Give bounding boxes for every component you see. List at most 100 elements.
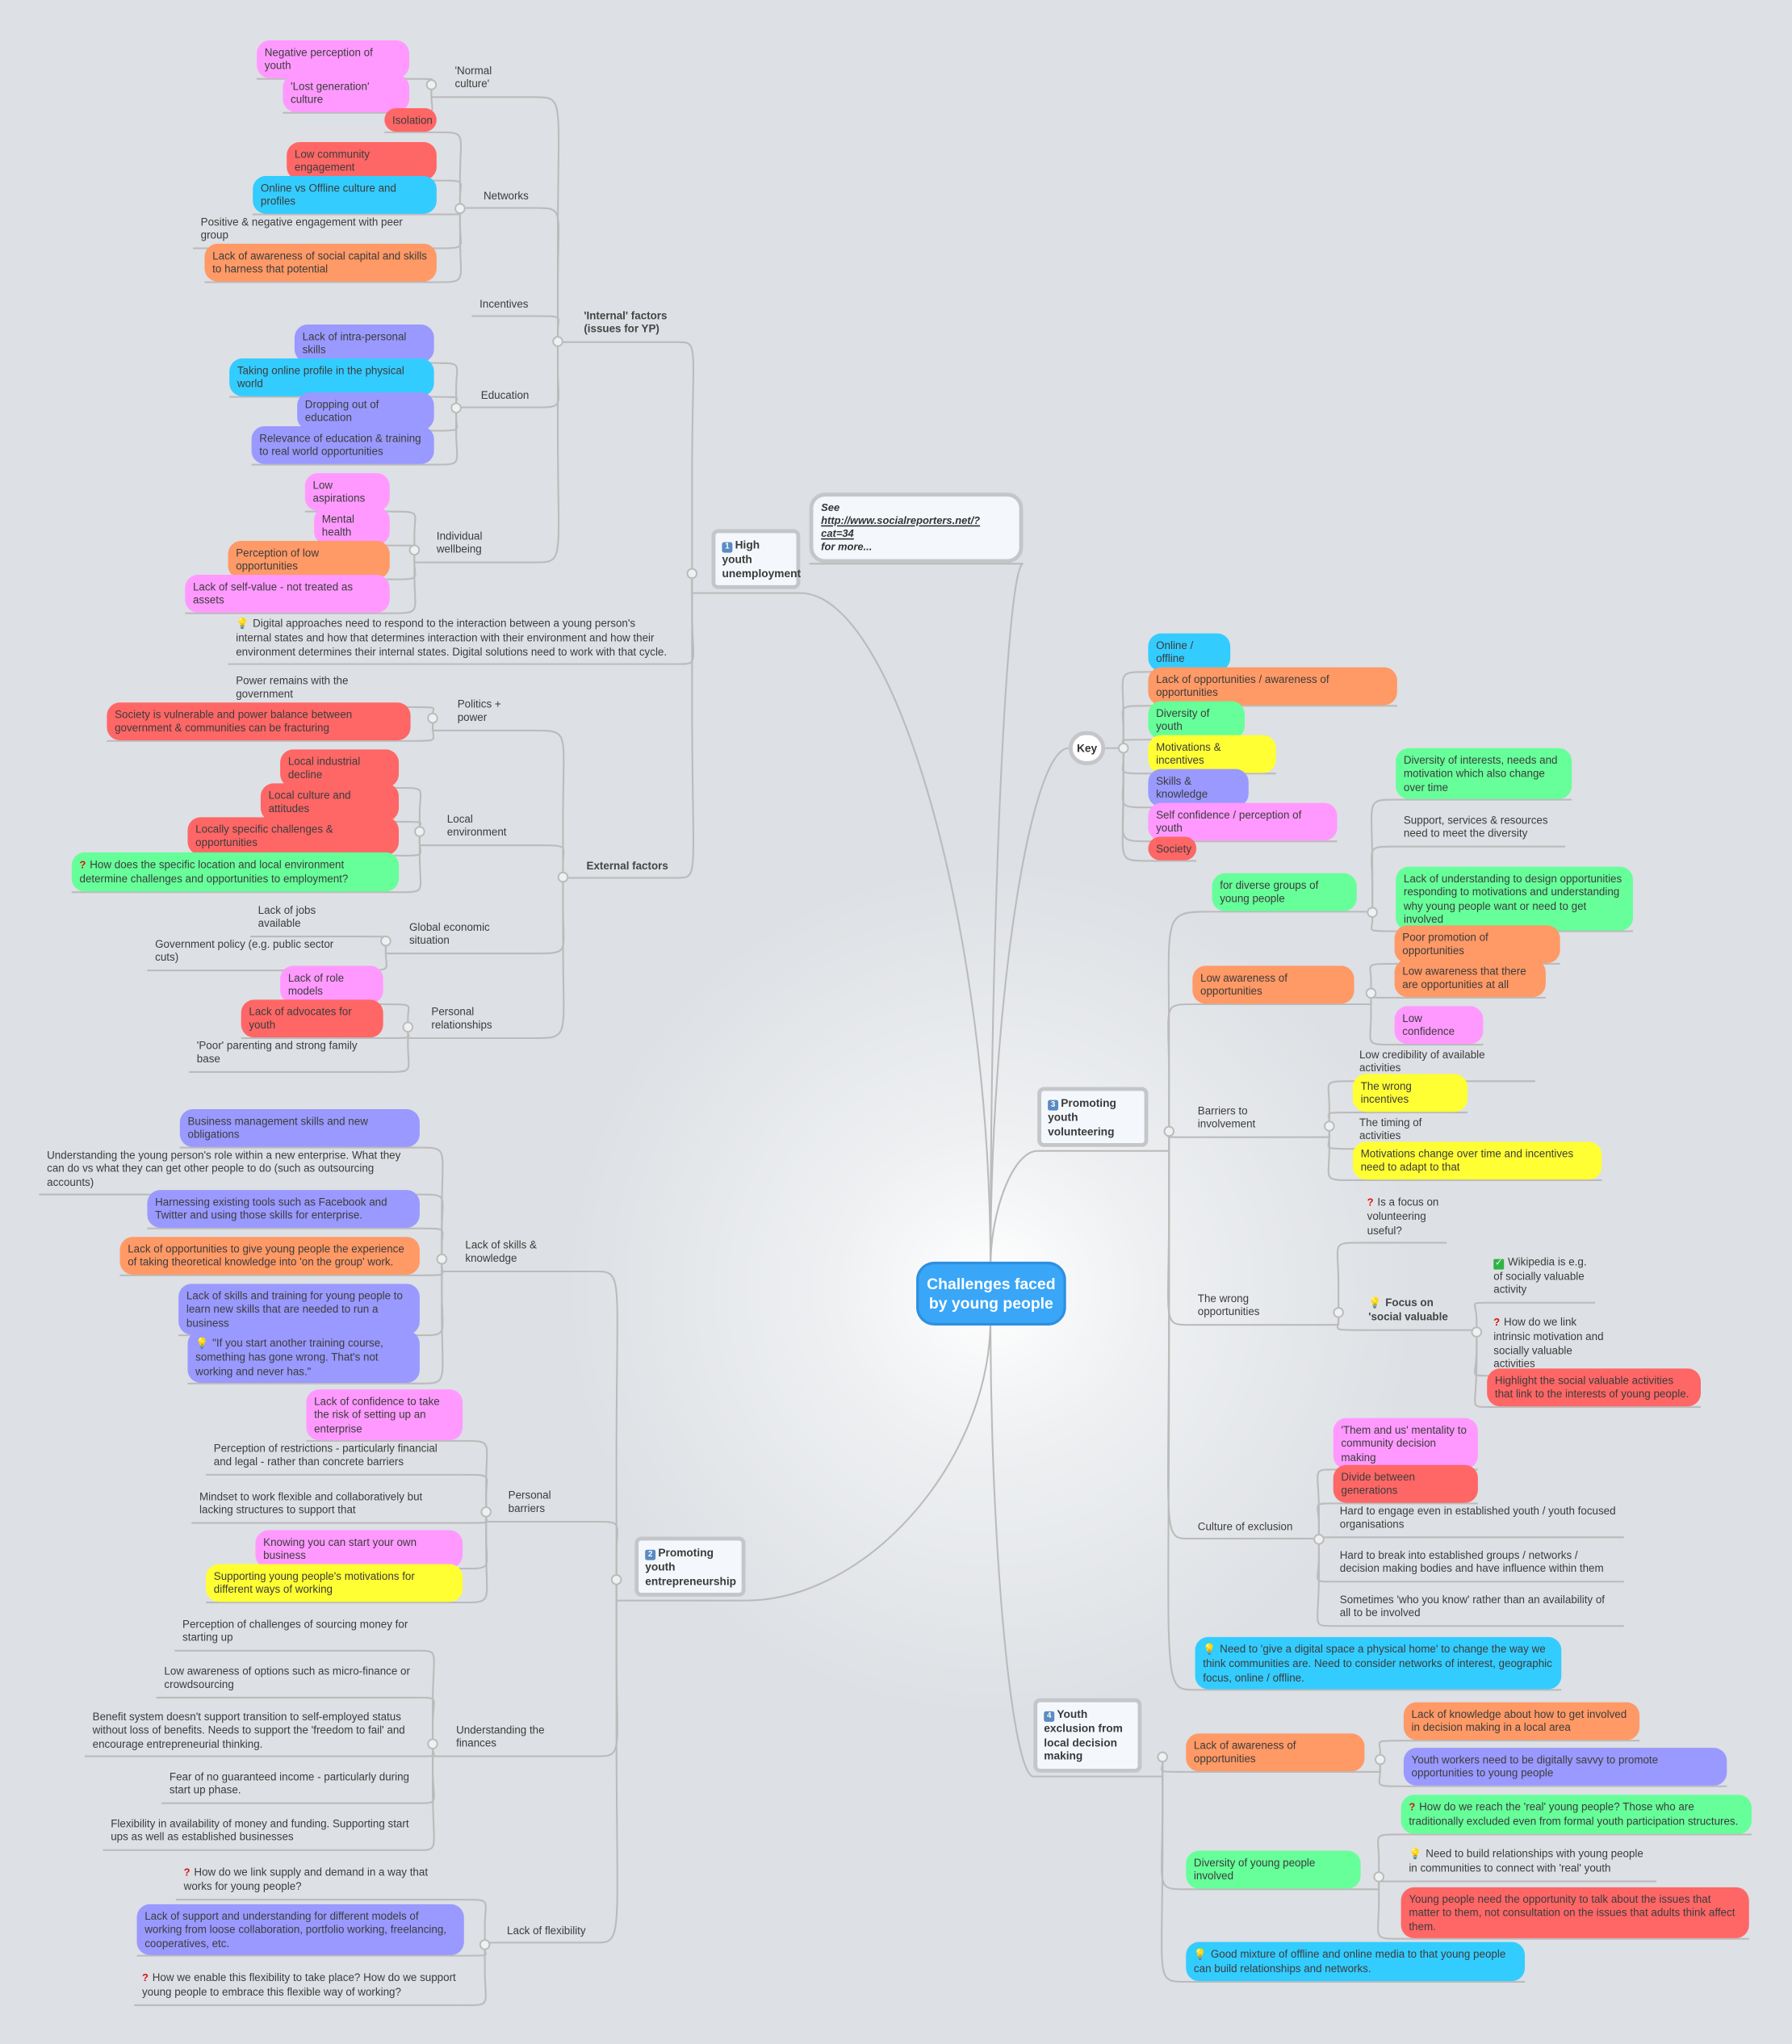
list-item[interactable]: Lack of intra-personal skills bbox=[294, 325, 434, 362]
collapse-toggle[interactable] bbox=[1117, 742, 1129, 754]
list-item[interactable]: Perception of low opportunities bbox=[228, 541, 390, 579]
list-item[interactable]: Sometimes 'who you know' rather than an … bbox=[1339, 1592, 1606, 1619]
collapse-toggle[interactable] bbox=[610, 1574, 622, 1585]
internal-factors[interactable]: 'Internal' factors (issues for YP) bbox=[584, 308, 668, 336]
key-item-self-confidence[interactable]: Self confidence / perception of youth bbox=[1148, 802, 1338, 840]
collapse-toggle[interactable] bbox=[454, 203, 466, 215]
list-item[interactable]: Knowing you can start your own business bbox=[255, 1530, 463, 1568]
list-item[interactable]: Locally specific challenges & opportunit… bbox=[187, 817, 400, 855]
list-item[interactable]: Negative perception of youth bbox=[257, 40, 409, 78]
list-item[interactable]: Power remains with the government bbox=[236, 673, 349, 701]
lack-of-awareness-of-opportunities[interactable]: Lack of awareness of opportunities bbox=[1186, 1733, 1365, 1771]
list-item[interactable]: Relevance of education & training to rea… bbox=[251, 425, 434, 464]
list-item[interactable]: Understanding the young person's role wi… bbox=[47, 1148, 401, 1188]
list-item[interactable]: Lack of confidence to take the risk of s… bbox=[306, 1389, 463, 1440]
list-item[interactable]: Positive & negative engagement with peer… bbox=[200, 215, 403, 242]
personal-relationships[interactable]: Personal relationships bbox=[431, 1004, 492, 1032]
individual-wellbeing[interactable]: Individual wellbeing bbox=[436, 529, 483, 556]
collapse-toggle[interactable] bbox=[686, 568, 698, 580]
list-item[interactable]: Flexibility in availability of money and… bbox=[111, 1816, 409, 1844]
list-item[interactable]: Hard to engage even in established youth… bbox=[1339, 1504, 1616, 1531]
list-item[interactable]: Lack of role models bbox=[280, 965, 383, 1003]
key-item-society[interactable]: Society bbox=[1148, 836, 1197, 861]
collapse-toggle[interactable] bbox=[414, 826, 425, 837]
incentives[interactable]: Incentives bbox=[479, 297, 529, 311]
key-item-motivations[interactable]: Motivations & incentives bbox=[1148, 735, 1276, 773]
list-item[interactable]: The timing of activities bbox=[1359, 1116, 1422, 1142]
list-item[interactable]: Benefit system doesn't support transitio… bbox=[92, 1710, 405, 1750]
list-item[interactable]: Low community engagement bbox=[287, 141, 437, 180]
lack-of-skills-knowledge[interactable]: Lack of skills & knowledge bbox=[465, 1238, 537, 1265]
normal-culture[interactable]: 'Normal culture' bbox=[454, 64, 492, 90]
list-item[interactable]: Diversity of interests, needs and motiva… bbox=[1396, 748, 1572, 799]
topic-promoting-youth-volunteering[interactable]: 3 Promoting youth volunteering bbox=[1037, 1087, 1149, 1147]
list-item[interactable]: Young people need the opportunity to tal… bbox=[1401, 1887, 1749, 1938]
list-item[interactable]: Low aspirations bbox=[304, 473, 390, 511]
collapse-toggle[interactable] bbox=[1373, 1871, 1384, 1883]
list-item[interactable]: ? How does the specific location and loca… bbox=[71, 852, 400, 891]
collapse-toggle[interactable] bbox=[1365, 987, 1377, 999]
good-mixture-media-note[interactable]: 💡 Good mixture of offline and online medi… bbox=[1186, 1941, 1526, 1981]
networks[interactable]: Networks bbox=[483, 189, 529, 203]
list-item[interactable]: Taking online profile in the physical wo… bbox=[229, 358, 434, 396]
collapse-toggle[interactable] bbox=[1157, 1751, 1168, 1763]
collapse-toggle[interactable] bbox=[427, 712, 438, 724]
list-item[interactable]: Harnessing existing tools such as Facebo… bbox=[147, 1190, 420, 1228]
the-wrong-opportunities[interactable]: The wrong opportunities bbox=[1197, 1292, 1260, 1318]
list-item[interactable]: Lack of self-value - not treated as asse… bbox=[185, 575, 390, 613]
diverse-groups[interactable]: for diverse groups of young people bbox=[1212, 873, 1357, 911]
list-item[interactable]: Isolation bbox=[384, 108, 437, 132]
central-topic[interactable]: Challenges faced by young people bbox=[916, 1261, 1066, 1326]
external-factors[interactable]: External factors bbox=[586, 858, 668, 873]
key-item-diversity[interactable]: Diversity of youth bbox=[1148, 701, 1245, 739]
list-item[interactable]: Lack of opportunities to give young peop… bbox=[119, 1237, 420, 1275]
list-item[interactable]: Lack of awareness of social capital and … bbox=[204, 243, 437, 282]
list-item[interactable]: 💡 "If you start another training course, … bbox=[187, 1330, 420, 1383]
list-item[interactable]: ✓ Wikipedia is e.g. of socially valuable … bbox=[1493, 1254, 1587, 1296]
collapse-toggle[interactable] bbox=[408, 544, 421, 556]
list-item[interactable]: Online vs Offline culture and profiles bbox=[253, 175, 437, 214]
collapse-toggle[interactable] bbox=[552, 336, 563, 347]
list-item[interactable]: Lack of support and understanding for di… bbox=[136, 1904, 464, 1955]
list-item[interactable]: Lack of knowledge about how to get invol… bbox=[1403, 1702, 1640, 1740]
local-environment[interactable]: Local environment bbox=[446, 811, 507, 839]
list-item[interactable]: Society is vulnerable and power balance … bbox=[107, 702, 411, 740]
list-item[interactable]: Local industrial decline bbox=[280, 749, 400, 787]
collapse-toggle[interactable] bbox=[425, 79, 438, 90]
list-item[interactable]: Supporting young people's motivations fo… bbox=[206, 1564, 463, 1602]
list-item[interactable]: 💡 Need to build relationships with young … bbox=[1409, 1846, 1643, 1875]
key-item-online-offline[interactable]: Online / offline bbox=[1148, 633, 1231, 671]
list-item[interactable]: Government policy (e.g. public sector cu… bbox=[155, 936, 334, 964]
list-item[interactable]: Low confidence bbox=[1394, 1006, 1484, 1044]
list-item[interactable]: Lack of understanding to design opportun… bbox=[1396, 866, 1634, 932]
collapse-toggle[interactable] bbox=[1333, 1307, 1344, 1318]
personal-barriers[interactable]: Personal barriers bbox=[508, 1488, 551, 1515]
list-item[interactable]: Poor promotion of opportunities bbox=[1394, 925, 1560, 963]
low-awareness-of-opportunities[interactable]: Low awareness of opportunities bbox=[1192, 965, 1354, 1003]
list-item[interactable]: Perception of challenges of sourcing mon… bbox=[182, 1617, 408, 1644]
list-item[interactable]: ? How do we link supply and demand in a w… bbox=[183, 1865, 429, 1893]
collapse-toggle[interactable] bbox=[1471, 1326, 1483, 1338]
list-item[interactable]: 'Poor' parenting and strong family base bbox=[196, 1038, 358, 1066]
list-item[interactable]: Highlight the social valuable activities… bbox=[1487, 1368, 1701, 1406]
list-item[interactable]: Low awareness of options such as micro-f… bbox=[164, 1664, 410, 1691]
key-item-skills[interactable]: Skills & knowledge bbox=[1148, 769, 1249, 806]
list-item[interactable]: Fear of no guaranteed income - particula… bbox=[169, 1770, 409, 1797]
digital-approaches-note[interactable]: 💡 Digital approaches need to respond to t… bbox=[236, 616, 668, 658]
list-item[interactable]: Youth workers need to be digitally savvy… bbox=[1403, 1748, 1727, 1786]
barriers-to-involvement[interactable]: Barriers to involvement bbox=[1197, 1104, 1256, 1131]
list-item[interactable]: Support, services & resources need to me… bbox=[1403, 813, 1548, 840]
list-item[interactable]: ? How do we link intrinsic motivation and… bbox=[1493, 1315, 1604, 1370]
list-item[interactable]: ? How we enable this flexibility to take … bbox=[141, 1971, 456, 1999]
link-note[interactable]: See http://www.socialreporters.net/?cat=… bbox=[809, 492, 1024, 563]
collapse-toggle[interactable] bbox=[402, 1021, 414, 1033]
topic-high-youth-unemployment[interactable]: 1 High youth unemployment bbox=[711, 529, 801, 589]
collapse-toggle[interactable] bbox=[480, 1506, 492, 1518]
collapse-toggle[interactable] bbox=[450, 402, 462, 414]
list-item[interactable]: Motivations change over time and incenti… bbox=[1352, 1141, 1602, 1179]
topic-promoting-youth-entrepreneurship[interactable]: 2 Promoting youth entrepreneurship bbox=[634, 1536, 746, 1597]
diversity-of-young-people-involved[interactable]: Diversity of young people involved bbox=[1186, 1850, 1361, 1888]
note-link[interactable]: http://www.socialreporters.net/?cat=34 bbox=[821, 514, 981, 540]
collapse-toggle[interactable] bbox=[1375, 1753, 1386, 1765]
collapse-toggle[interactable] bbox=[479, 1939, 491, 1950]
